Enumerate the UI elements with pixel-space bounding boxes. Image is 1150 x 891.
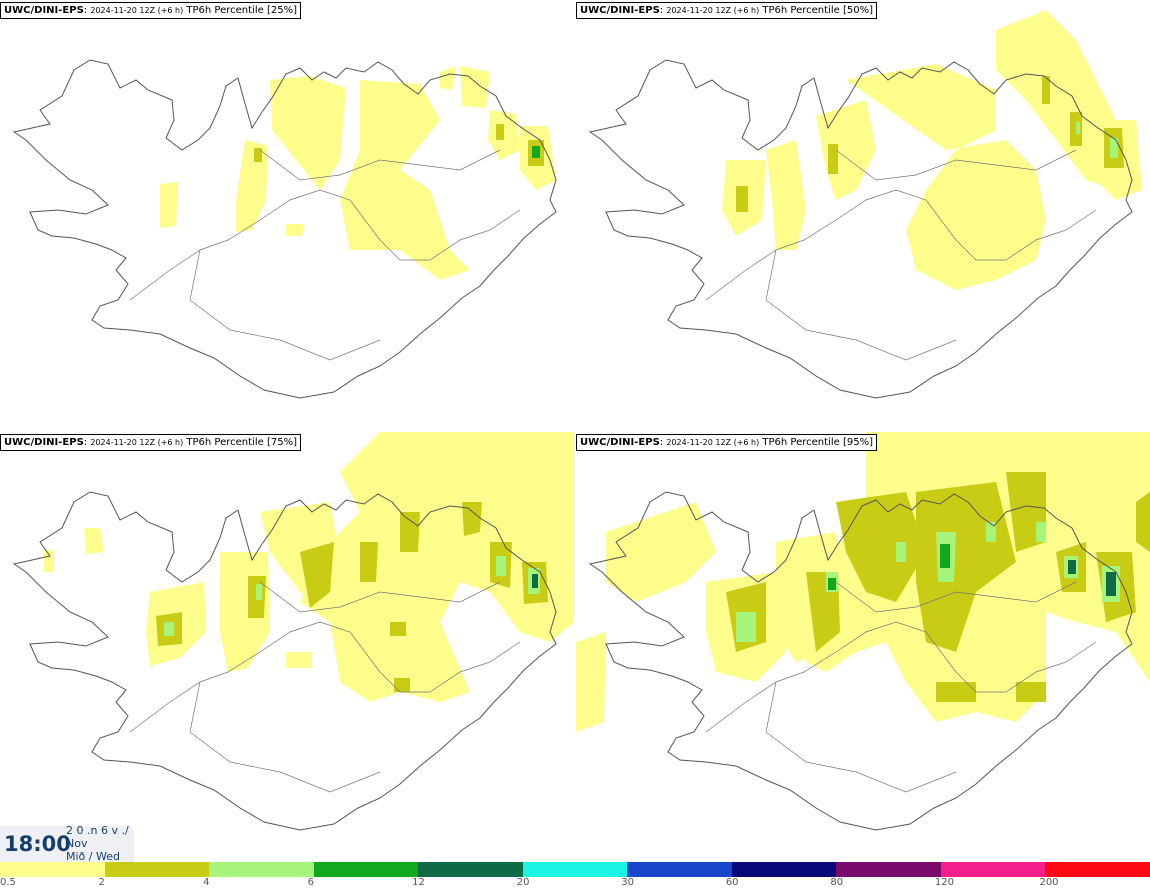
product-name: TP6h Percentile [95%] <box>762 437 873 448</box>
legend-label: 12 <box>412 877 425 888</box>
map-panel-p25: UWC/DINI-EPS: 2024-11-20 12Z (+6 h) TP6h… <box>0 0 574 430</box>
panel-title: UWC/DINI-EPS: 2024-11-20 12Z (+6 h) TP6h… <box>576 434 877 451</box>
legend-swatch <box>104 862 210 877</box>
map-panel-p50: UWC/DINI-EPS: 2024-11-20 12Z (+6 h) TP6h… <box>576 0 1150 430</box>
model-source: UWC/DINI-EPS <box>580 5 660 16</box>
precip-map <box>576 432 1150 831</box>
map-panel-p75: UWC/DINI-EPS: 2024-11-20 12Z (+6 h) TP6h… <box>0 432 574 862</box>
legend-label: 60 <box>725 877 739 888</box>
color-legend: 0.5 2 4 6 12 20 30 60 80 120 200 <box>0 862 1150 891</box>
coastline <box>12 491 557 831</box>
legend-swatch <box>522 862 628 877</box>
model-source: UWC/DINI-EPS <box>4 437 84 448</box>
legend-label: 20 <box>516 877 530 888</box>
coastline <box>12 59 557 399</box>
legend-swatch <box>731 862 837 877</box>
legend-swatch <box>313 862 419 877</box>
roads <box>129 581 521 793</box>
legend-label: 0.5 <box>0 877 16 888</box>
legend-label: 6 <box>307 877 314 888</box>
legend-label: 4 <box>203 877 210 888</box>
panel-title: UWC/DINI-EPS: 2024-11-20 12Z (+6 h) TP6h… <box>0 2 301 19</box>
legend-swatch <box>627 862 733 877</box>
precip-field <box>44 432 574 702</box>
legend-swatch <box>418 862 524 877</box>
legend-swatch <box>0 862 105 877</box>
roads <box>705 581 1097 793</box>
legend-label: 200 <box>1039 877 1059 888</box>
product-name: TP6h Percentile [25%] <box>186 5 297 16</box>
valid-date-line2: Nov <box>66 837 88 850</box>
valid-time-box: 18:00 2 0 .n 6 v ./ Nov Mið / Wed <box>0 824 134 864</box>
legend-label: 2 <box>98 877 105 888</box>
model-source: UWC/DINI-EPS <box>580 437 660 448</box>
roads <box>705 149 1097 361</box>
valid-time: 18:00 <box>4 832 71 856</box>
run-time: 2024-11-20 12Z (+6 h) <box>90 6 184 15</box>
model-source: UWC/DINI-EPS <box>4 5 84 16</box>
legend-label: 80 <box>830 877 844 888</box>
valid-date: 2 0 .n 6 v ./ Nov Mið / Wed <box>66 824 129 863</box>
panel-title: UWC/DINI-EPS: 2024-11-20 12Z (+6 h) TP6h… <box>0 434 301 451</box>
precip-field <box>576 432 1150 732</box>
legend-swatch <box>209 862 315 877</box>
precip-field <box>722 10 1142 290</box>
map-panel-p95: UWC/DINI-EPS: 2024-11-20 12Z (+6 h) TP6h… <box>576 432 1150 862</box>
precip-map <box>12 59 557 399</box>
run-time: 2024-11-20 12Z (+6 h) <box>666 6 760 15</box>
run-time: 2024-11-20 12Z (+6 h) <box>666 438 760 447</box>
precip-map <box>588 10 1142 399</box>
coastline <box>588 59 1133 399</box>
panel-title: UWC/DINI-EPS: 2024-11-20 12Z (+6 h) TP6h… <box>576 2 877 19</box>
product-name: TP6h Percentile [75%] <box>186 437 297 448</box>
coastline <box>588 491 1133 831</box>
roads <box>129 149 521 361</box>
valid-date-line1: 2 0 .n 6 v ./ <box>66 824 129 837</box>
product-name: TP6h Percentile [50%] <box>762 5 873 16</box>
precip-map <box>12 432 574 831</box>
run-time: 2024-11-20 12Z (+6 h) <box>90 438 184 447</box>
legend-label: 30 <box>621 877 634 888</box>
valid-date-line3: Mið / Wed <box>66 850 120 863</box>
legend-swatch <box>836 862 942 877</box>
legend-label: 120 <box>934 877 954 888</box>
legend-swatch <box>1045 862 1150 877</box>
legend-swatch <box>940 862 1046 877</box>
